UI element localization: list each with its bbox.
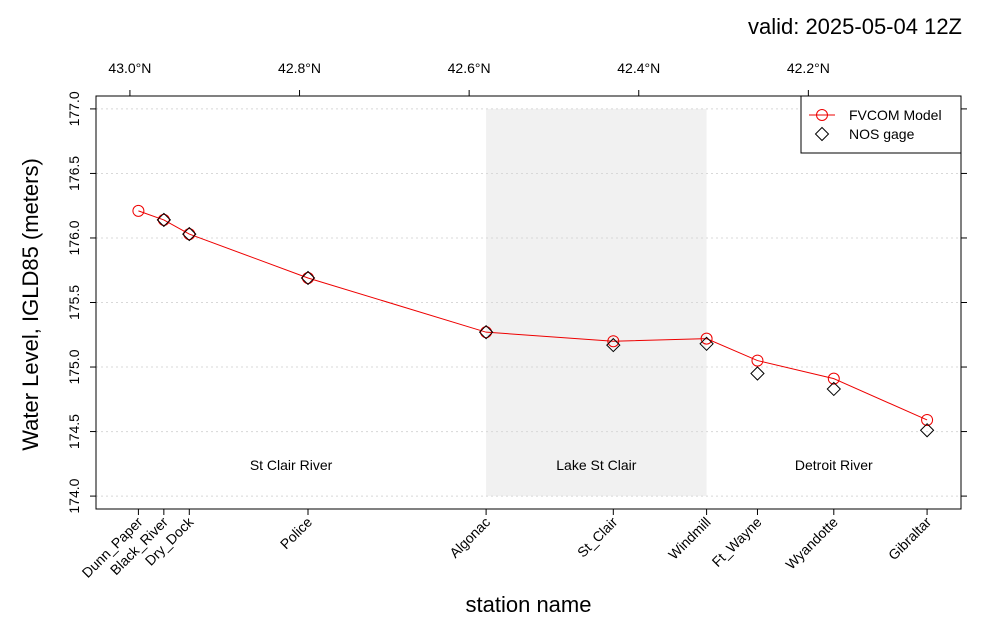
gage-point-9: [919, 423, 935, 438]
model-point-6: [700, 332, 713, 345]
region-label-0: St Clair River: [250, 457, 333, 473]
y-tick-label-1: 174.5: [66, 414, 82, 449]
model-point-9: [921, 413, 934, 426]
model-series-line: [138, 210, 928, 421]
region-label-1: Lake St Clair: [556, 457, 636, 473]
y-tick-label-3: 175.5: [66, 285, 82, 320]
gage-point-8: [826, 381, 842, 397]
x-axis-title: station name: [466, 592, 592, 617]
model-point-3: [302, 271, 315, 284]
valid-time-label: valid: 2025-05-04 12Z: [747, 14, 962, 39]
model-point-2: [183, 228, 196, 241]
y-tick-label-6: 177.0: [66, 91, 82, 126]
legend-model-label: FVCOM Model: [849, 107, 942, 123]
lat-tick-label-3: 42.4°N: [617, 60, 660, 76]
y-tick-label-4: 176.0: [66, 220, 82, 255]
y-tick-label-2: 175.0: [66, 349, 82, 384]
y-tick-label-0: 174.0: [66, 478, 82, 513]
gage-point-6: [699, 336, 714, 352]
latitude-axis: 43.0°N 42.8°N 42.6°N 42.4°N 42.2°N: [108, 60, 830, 96]
gage-point-7: [750, 366, 765, 381]
legend: FVCOM Model NOS gage: [800, 95, 962, 154]
gage-point-3: [300, 270, 316, 286]
legend-gage-marker: [814, 126, 830, 142]
model-point-0: [132, 204, 145, 217]
x-tick-label-5: St_Clair: [574, 514, 621, 561]
gage-point-5: [606, 337, 621, 353]
lat-tick-label-2: 42.6°N: [448, 60, 491, 76]
x-tick-label-4: Algonac: [446, 514, 493, 561]
legend-box: [800, 95, 962, 154]
lat-tick-label-1: 42.8°N: [278, 60, 321, 76]
y-axis-title: Water Level, IGLD85 (meters): [18, 158, 43, 451]
x-tick-label-7: Ft_Wayne: [709, 514, 765, 570]
legend-gage-label: NOS gage: [849, 126, 915, 142]
x-tick-label-6: Windmill: [665, 514, 714, 563]
x-tick-label-3: Police: [277, 514, 315, 552]
model-point-7: [751, 354, 764, 367]
gage-point-1: [156, 212, 172, 228]
y-axis: 174.0 174.5 175.0 175.5 176.0 176.5 177.0: [66, 91, 967, 514]
gage-point-4: [478, 324, 494, 340]
x-tick-label-8: Wyandotte: [782, 514, 841, 573]
legend-model-marker: [816, 109, 828, 121]
model-point-4: [480, 326, 493, 339]
y-tick-label-5: 176.5: [66, 156, 82, 191]
gage-point-2: [182, 226, 197, 242]
model-point-8: [827, 372, 840, 385]
model-point-1: [157, 213, 170, 226]
series-layer: [132, 204, 935, 438]
region-labels: St Clair River Lake St Clair Detroit River: [250, 457, 873, 473]
lat-tick-label-0: 43.0°N: [108, 60, 151, 76]
lat-tick-label-4: 42.2°N: [787, 60, 830, 76]
x-tick-label-9: Gibraltar: [885, 514, 935, 564]
region-label-2: Detroit River: [795, 457, 873, 473]
model-point-5: [607, 335, 620, 348]
